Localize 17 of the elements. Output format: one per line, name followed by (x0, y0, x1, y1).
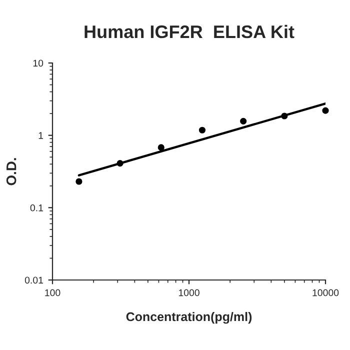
x-tick-label: 1000 (178, 289, 200, 296)
y-tick-label: 10 (33, 60, 44, 67)
y-tick-label: 1 (38, 132, 43, 139)
x-axis-title: Concentration(pg/ml) (126, 312, 252, 324)
point (76, 178, 82, 185)
y-axis-title: O.D. (6, 158, 16, 186)
point (281, 112, 288, 120)
point (322, 107, 329, 114)
point (198, 126, 206, 134)
point (240, 118, 247, 124)
x-tick-label: 100 (45, 289, 60, 296)
x-tick-label: 10000 (312, 289, 339, 296)
y-tick-label: 0.1 (30, 204, 43, 212)
chart-title: Human IGF2R ELISA Kit (84, 24, 294, 38)
point (158, 144, 164, 151)
y-tick-label: 0.01 (24, 276, 43, 284)
point (116, 160, 124, 167)
